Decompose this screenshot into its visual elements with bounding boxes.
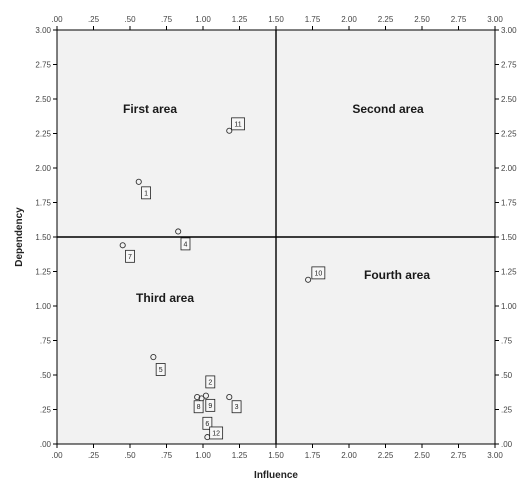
data-point — [119, 242, 126, 249]
data-point — [226, 394, 233, 401]
point-label: 9 — [208, 403, 212, 410]
point-label: 1 — [144, 190, 148, 197]
point-label: 11 — [234, 121, 241, 128]
x-tick-label-bottom: 1.25 — [232, 451, 248, 460]
y-tick-label-right: 1.75 — [501, 199, 517, 208]
x-tick-label-top: .00 — [51, 15, 63, 24]
y-tick-label-right: .50 — [501, 371, 513, 380]
y-tick-label-right: 1.00 — [501, 302, 517, 311]
x-tick-label-bottom: .75 — [161, 451, 173, 460]
x-tick-label-bottom: 3.00 — [487, 451, 503, 460]
x-tick-label-bottom: 1.75 — [305, 451, 321, 460]
y-tick-label-right: 3.00 — [501, 26, 517, 35]
region-label-fourth: Fourth area — [364, 268, 430, 282]
x-tick-label-bottom: 2.25 — [378, 451, 394, 460]
data-point — [135, 178, 142, 185]
x-tick-label-top: 1.50 — [268, 15, 284, 24]
point-label-box — [155, 363, 166, 376]
x-tick-label-top: .75 — [161, 15, 173, 24]
region-label-third: Third area — [136, 291, 194, 305]
data-point — [226, 127, 233, 134]
x-tick-label-bottom: 1.50 — [268, 451, 284, 460]
x-tick-label-bottom: 2.75 — [451, 451, 467, 460]
x-tick-label-bottom: 1.00 — [195, 451, 211, 460]
y-tick-label-right: 2.25 — [501, 130, 517, 139]
region-labels: First area Second area Third area Fourth… — [123, 102, 430, 305]
x-tick-label-top: .50 — [124, 15, 136, 24]
y-tick-label-left: 3.00 — [35, 26, 51, 35]
x-tick-label-top: 1.25 — [232, 15, 248, 24]
x-tick-label-bottom: .50 — [124, 451, 136, 460]
point-label: 4 — [184, 241, 188, 248]
x-tick-label-top: 1.00 — [195, 15, 211, 24]
y-tick-label-right: 1.25 — [501, 268, 517, 277]
y-tick-label-left: 2.75 — [35, 61, 51, 70]
data-point — [150, 354, 157, 361]
x-tick-label-bottom: .00 — [51, 451, 63, 460]
y-tick-label-left: .00 — [40, 440, 52, 449]
point-label: 12 — [212, 430, 220, 437]
y-tick-label-right: 2.75 — [501, 61, 517, 70]
point-label-box — [205, 375, 216, 389]
point-label-box — [231, 400, 242, 414]
point-label: 8 — [197, 404, 201, 411]
point-label-box — [311, 266, 326, 280]
data-point — [202, 392, 209, 399]
x-tick-label-top: 2.50 — [414, 15, 430, 24]
point-label-box — [231, 117, 245, 131]
x-tick-label-bottom: 2.50 — [414, 451, 430, 460]
y-axis-title: Dependency — [14, 207, 25, 267]
y-tick-label-left: .25 — [40, 406, 52, 415]
point-label: 3 — [235, 404, 239, 411]
y-tick-label-right: 2.00 — [501, 164, 517, 173]
region-label-first: First area — [123, 102, 177, 116]
point-label-box — [180, 237, 191, 251]
x-tick-label-top: 1.75 — [305, 15, 321, 24]
y-tick-label-left: .75 — [40, 337, 52, 346]
data-point — [194, 394, 201, 401]
y-tick-label-right: 2.50 — [501, 95, 517, 104]
y-tick-label-left: 1.75 — [35, 199, 51, 208]
y-tick-label-left: 2.00 — [35, 164, 51, 173]
x-tick-label-top: 2.25 — [378, 15, 394, 24]
point-label-box — [193, 400, 204, 414]
y-tick-label-right: 1.50 — [501, 233, 517, 242]
y-tick-label-right: .00 — [501, 440, 513, 449]
tick-layer: .00.00.25.25.50.50.75.751.001.001.251.25… — [35, 15, 517, 460]
point-label: 6 — [205, 421, 209, 428]
reference-lines — [57, 30, 495, 444]
point-label-box — [202, 416, 213, 430]
data-point — [305, 276, 312, 283]
point-label: 10 — [314, 270, 322, 277]
y-tick-label-left: 1.50 — [35, 233, 51, 242]
point-label: 2 — [208, 379, 212, 386]
x-tick-label-top: 2.00 — [341, 15, 357, 24]
point-label-box — [141, 186, 151, 200]
y-tick-label-left: .50 — [40, 371, 52, 380]
data-point — [175, 228, 182, 235]
x-axis-title: Influence — [254, 470, 298, 481]
x-tick-label-top: 3.00 — [487, 15, 503, 24]
y-tick-label-left: 2.50 — [35, 95, 51, 104]
x-tick-label-top: 2.75 — [451, 15, 467, 24]
y-tick-label-right: .25 — [501, 406, 513, 415]
region-label-second: Second area — [352, 102, 424, 116]
point-label: 7 — [128, 254, 132, 261]
point-label: 5 — [159, 367, 163, 374]
y-tick-label-left: 1.25 — [35, 268, 51, 277]
x-tick-label-bottom: 2.00 — [341, 451, 357, 460]
y-tick-label-left: 1.00 — [35, 302, 51, 311]
y-tick-label-left: 2.25 — [35, 130, 51, 139]
y-tick-label-right: .75 — [501, 337, 513, 346]
point-label-box — [125, 249, 135, 263]
x-tick-label-bottom: .25 — [88, 451, 100, 460]
point-label-box — [205, 398, 216, 412]
point-label-box — [209, 426, 224, 440]
x-tick-label-top: .25 — [88, 15, 100, 24]
